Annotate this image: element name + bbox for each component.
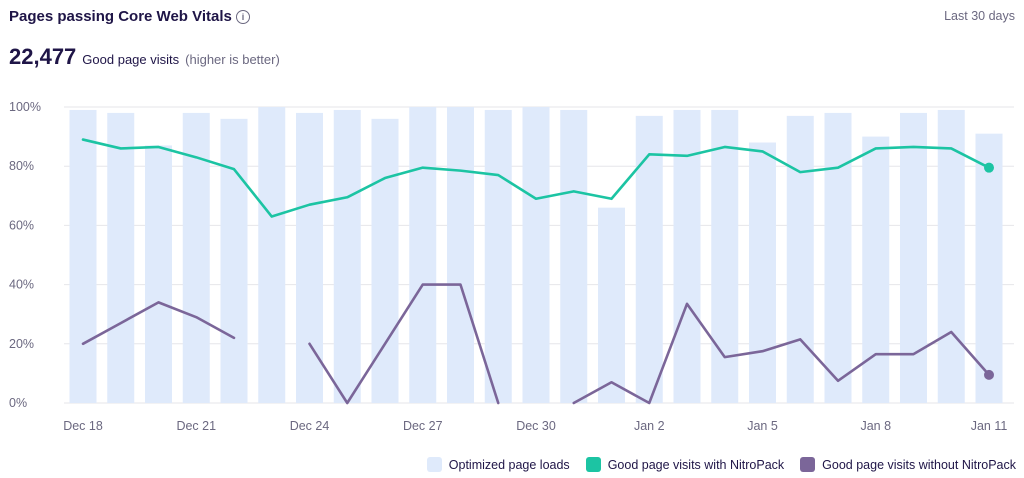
bar-optimized-page-loads bbox=[296, 112, 323, 404]
legend-swatch-without-nitropack bbox=[800, 457, 816, 472]
series-with-nitropack-end-point bbox=[984, 162, 994, 173]
bar-optimized-page-loads bbox=[333, 109, 361, 404]
legend-label-with-nitropack: Good page visits with NitroPack bbox=[607, 457, 785, 472]
x-tick-label: Jan 5 bbox=[747, 419, 778, 433]
bar-optimized-page-loads bbox=[220, 118, 248, 403]
legend-item-optimized[interactable]: Optimized page loads bbox=[426, 457, 570, 472]
legend-item-without-nitropack[interactable]: Good page visits without NitroPack bbox=[800, 457, 1016, 472]
y-tick-label: 20% bbox=[9, 337, 34, 351]
y-tick-label: 40% bbox=[9, 278, 34, 292]
series-without-nitropack-line bbox=[308, 283, 500, 405]
y-tick-label: 60% bbox=[9, 218, 34, 232]
bar-optimized-page-loads bbox=[69, 109, 97, 404]
y-tick-label: 0% bbox=[9, 396, 27, 410]
kpi-summary: 22,477 Good page visits (higher is bette… bbox=[9, 44, 280, 70]
x-tick-label: Jan 2 bbox=[634, 419, 665, 433]
bar-optimized-page-loads bbox=[107, 112, 135, 404]
legend-item-with-nitropack[interactable]: Good page visits with NitroPack bbox=[585, 457, 785, 472]
kpi-value: 22,477 bbox=[9, 44, 77, 69]
legend-swatch-optimized bbox=[426, 457, 442, 472]
bar-optimized-page-loads bbox=[598, 207, 625, 403]
x-tick-label: Dec 21 bbox=[176, 419, 216, 433]
info-icon[interactable]: i bbox=[236, 10, 250, 24]
x-tick-label: Dec 18 bbox=[63, 419, 103, 433]
bar-optimized-page-loads bbox=[975, 133, 1003, 403]
bar-optimized-page-loads bbox=[900, 112, 927, 404]
series-without-nitropack-end-point bbox=[984, 369, 994, 380]
bar-optimized-page-loads bbox=[560, 109, 588, 404]
bar-optimized-page-loads bbox=[447, 107, 474, 403]
bar-optimized-page-loads bbox=[258, 107, 286, 403]
legend-label-optimized: Optimized page loads bbox=[448, 457, 570, 472]
kpi-hint: (higher is better) bbox=[185, 52, 280, 67]
series-without-nitropack-line bbox=[81, 301, 236, 346]
series-with-nitropack-line bbox=[81, 138, 991, 218]
series-without-nitropack-line bbox=[572, 302, 991, 405]
bar-optimized-page-loads bbox=[937, 109, 965, 404]
bar-optimized-page-loads bbox=[522, 107, 550, 403]
chart-title: Pages passing Core Web Vitals bbox=[9, 8, 232, 25]
bar-optimized-page-loads bbox=[786, 115, 814, 403]
date-range-label[interactable]: Last 30 days bbox=[944, 9, 1015, 23]
bar-optimized-page-loads bbox=[484, 109, 512, 404]
bar-optimized-page-loads bbox=[824, 112, 852, 404]
legend-label-without-nitropack: Good page visits without NitroPack bbox=[822, 457, 1016, 472]
bar-optimized-page-loads bbox=[862, 136, 890, 403]
bar-optimized-page-loads bbox=[145, 145, 172, 404]
bar-optimized-page-loads bbox=[673, 109, 701, 404]
bar-optimized-page-loads bbox=[635, 115, 663, 403]
y-tick-label: 80% bbox=[9, 159, 34, 173]
bar-optimized-page-loads bbox=[711, 109, 739, 404]
x-tick-label: Jan 11 bbox=[971, 419, 1008, 433]
chart-legend: Optimized page loads Good page visits wi… bbox=[426, 457, 1016, 472]
kpi-label: Good page visits bbox=[82, 52, 180, 67]
x-tick-label: Dec 27 bbox=[403, 419, 443, 433]
legend-swatch-with-nitropack bbox=[585, 457, 601, 472]
x-tick-label: Dec 30 bbox=[516, 419, 556, 433]
x-tick-label: Jan 8 bbox=[860, 419, 891, 433]
y-tick-label: 100% bbox=[9, 100, 41, 114]
bar-optimized-page-loads bbox=[749, 142, 776, 403]
x-tick-label: Dec 24 bbox=[290, 419, 330, 433]
bar-optimized-page-loads bbox=[409, 107, 437, 403]
